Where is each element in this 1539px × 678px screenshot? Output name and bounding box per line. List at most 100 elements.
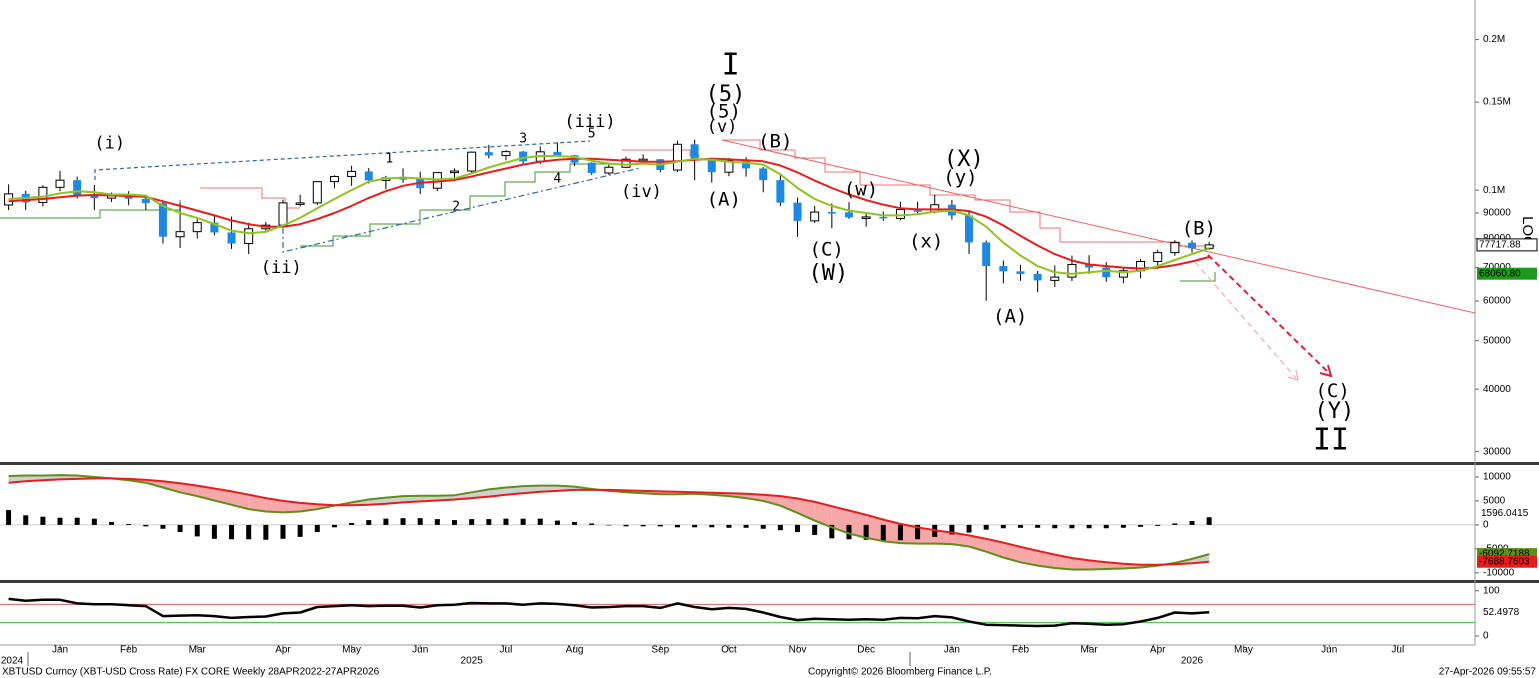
drawings (0, 139, 1476, 381)
candle-body (999, 266, 1008, 272)
histogram-bar (452, 520, 458, 525)
x-tick-label: Feb (120, 645, 138, 656)
histogram-bar (983, 524, 989, 530)
candle-body (793, 202, 802, 221)
y-tick-label: 0.1M (1483, 185, 1505, 196)
histogram-bar (246, 524, 252, 540)
support-step (1180, 272, 1216, 282)
histogram-bar (812, 524, 818, 535)
candle-body (759, 168, 768, 181)
wave-label: (5) (706, 82, 746, 107)
resistance-step (200, 187, 300, 209)
histogram-bar (74, 517, 80, 525)
histogram-bar (1206, 517, 1212, 525)
histogram-bar (143, 524, 149, 527)
candle-body (227, 232, 236, 244)
histogram-bar (726, 524, 732, 528)
wave-label: (w) (844, 179, 878, 201)
histogram-bar (1017, 524, 1023, 528)
candle-body (484, 152, 493, 156)
macd-fill (1037, 550, 1055, 569)
macd-fill (848, 510, 867, 538)
x-tick-label: May (342, 645, 361, 656)
x-tick-label: Feb (1012, 645, 1030, 656)
candle-body (90, 195, 99, 199)
trendline (721, 139, 1476, 314)
histogram-bar (194, 524, 200, 537)
histogram-bar (366, 520, 372, 525)
moving-average (8, 157, 1210, 270)
x-tick-label: Jul (1391, 645, 1404, 656)
histogram-bar (949, 524, 955, 535)
histogram-bar (160, 524, 166, 529)
macd-fill (505, 486, 524, 495)
candle-body (347, 170, 357, 177)
x-tick-label: Jan (944, 645, 960, 656)
histogram-bar (657, 524, 663, 527)
y-tick-label: 5000 (1483, 496, 1506, 507)
histogram-bar (880, 524, 886, 541)
histogram-bar (966, 524, 972, 533)
candle-body (690, 144, 699, 160)
wedge-upper (94, 140, 591, 180)
histogram-bar (91, 518, 97, 525)
macd-fill (1003, 542, 1021, 563)
y-tick-label: 10000 (1483, 472, 1511, 483)
x-tick-label: Mar (189, 645, 207, 656)
histogram-bar (469, 519, 475, 525)
histogram-bar (1052, 524, 1058, 529)
candle-body (810, 211, 820, 222)
wave-label: (x) (909, 231, 943, 253)
histogram-bar (795, 524, 801, 533)
candle-body (450, 170, 460, 174)
candle-body (519, 151, 528, 162)
resistance-step (722, 139, 1215, 247)
histogram-bar (1120, 524, 1126, 528)
wave-label: 1 (385, 152, 393, 167)
x-tick-label: Apr (1150, 645, 1166, 656)
histogram-bar (263, 524, 269, 540)
wave-label: (A) (707, 189, 741, 211)
histogram-bar (674, 524, 680, 528)
histogram-bar (417, 518, 423, 525)
macd-fill (917, 527, 935, 544)
macd-fill (265, 498, 283, 513)
histogram-bar (108, 522, 114, 525)
y-tick-label: 0 (1483, 520, 1489, 531)
wave-label: 5 (588, 127, 596, 142)
histogram-bar (760, 524, 766, 529)
footer-left: XBTUSD Curncy (XBT-USD Cross Rate) FX CO… (2, 667, 380, 678)
candle-body (965, 215, 974, 243)
macd-fill (162, 481, 181, 493)
value-label: 1596.0415 (1481, 508, 1529, 519)
candle-body (861, 216, 871, 219)
x-tick-label: Mar (1080, 645, 1098, 656)
candle-body (553, 151, 562, 156)
candle-body (982, 242, 991, 267)
histogram-bar (211, 524, 217, 539)
x-tick-label: Jul (500, 645, 513, 656)
candle-body (1016, 271, 1025, 274)
wave-label: (C) (1315, 380, 1349, 402)
y-tick-label: 90000 (1483, 208, 1511, 219)
histogram-bar (1086, 524, 1092, 529)
macd-line (8, 477, 1210, 566)
value-box (1476, 238, 1538, 252)
y-tick-label: 50000 (1483, 335, 1511, 346)
macd-fill (814, 501, 832, 528)
histogram-bar (1035, 524, 1041, 528)
x-tick-label: Jun (1321, 645, 1337, 656)
y-tick-label: 40000 (1483, 384, 1511, 395)
candle-body (621, 158, 631, 168)
x-tick-label: May (1234, 645, 1253, 656)
wave-label: (v) (707, 117, 738, 137)
y-tick-label: 60000 (1483, 296, 1511, 307)
footer-center: Copyright© 2026 Bloomberg Finance L.P. (808, 667, 992, 678)
candle-body (707, 159, 716, 173)
macd-fill (282, 500, 301, 513)
histogram-bar (331, 524, 337, 528)
projection-arrow (1194, 261, 1297, 379)
wave-label: 3 (519, 132, 527, 147)
value-label: 68060.80 (1479, 268, 1521, 279)
macd-fill (797, 498, 815, 521)
